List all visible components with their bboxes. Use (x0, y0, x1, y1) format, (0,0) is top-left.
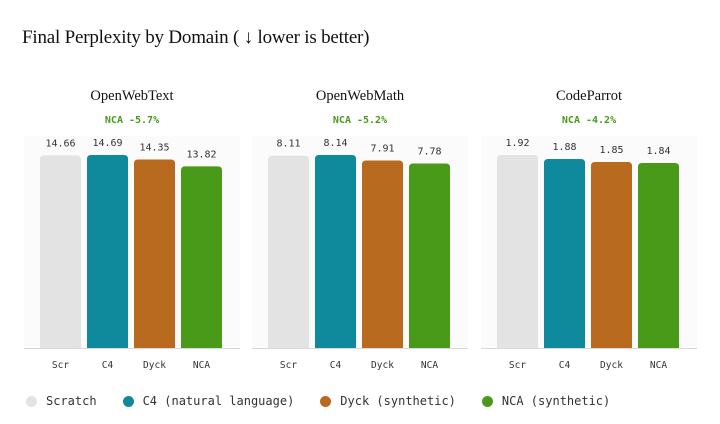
panel-title: CodeParrot (556, 88, 622, 104)
panel-title: OpenWebMath (316, 88, 405, 104)
tick-label: C4 (102, 360, 114, 371)
legend-label: Scratch (46, 394, 97, 408)
legend-swatch (26, 395, 37, 407)
bar-nca (181, 166, 222, 348)
panel-codeparrot: CodeParrot NCA -4.2% 1.92 Scr 1.88 C4 1.85 Dyck… (481, 88, 697, 371)
value-label: 1.85 (599, 145, 623, 156)
legend-label: C4 (natural language) (142, 394, 295, 408)
tick-label: NCA (193, 360, 210, 371)
legend-label: Dyck (synthetic) (340, 394, 456, 408)
value-label: 8.14 (323, 138, 347, 149)
tick-label: C4 (559, 360, 571, 371)
bar-scratch (497, 155, 538, 348)
value-label: 14.69 (92, 138, 122, 149)
tick-label: Dyck (371, 360, 394, 371)
tick-label: Dyck (143, 360, 166, 371)
value-label: 14.66 (45, 138, 75, 149)
value-label: 7.78 (417, 147, 441, 158)
value-label: 8.11 (276, 139, 300, 150)
bar-charts: OpenWebText NCA -5.7% 14.66 Scr 14.69 C4 14.35… (24, 88, 697, 371)
chart-title: Final Perplexity by Domain ( ↓ lower is … (22, 27, 370, 48)
value-label: 1.88 (552, 142, 576, 153)
value-label: 1.92 (505, 138, 529, 149)
legend-swatch (122, 395, 134, 407)
tick-label: Scr (280, 360, 297, 371)
tick-label: C4 (330, 360, 342, 371)
bar-scratch (40, 155, 81, 348)
tick-label: NCA (650, 360, 667, 371)
legend-swatch (481, 395, 493, 407)
legend-swatch (320, 395, 332, 407)
legend-item-c4: C4 (natural language) (122, 394, 295, 408)
bar-dyck (591, 162, 632, 348)
legend-item-nca: NCA (synthetic) (481, 394, 611, 408)
bar-c4 (315, 155, 356, 348)
nca-delta-annotation: NCA -5.7% (105, 115, 159, 126)
tick-label: Dyck (600, 360, 623, 371)
legend-item-dyck: Dyck (synthetic) (320, 394, 456, 408)
value-label: 7.91 (370, 143, 394, 154)
nca-delta-annotation: NCA -5.2% (333, 115, 387, 126)
tick-label: Scr (509, 360, 526, 371)
bar-c4 (87, 155, 128, 348)
tick-label: Scr (52, 360, 69, 371)
bar-nca (409, 163, 450, 348)
bar-nca (638, 163, 679, 348)
tick-label: NCA (421, 360, 438, 371)
bar-scratch (268, 155, 309, 348)
bar-dyck (134, 159, 175, 348)
value-label: 1.84 (646, 146, 670, 157)
nca-delta-annotation: NCA -4.2% (562, 115, 616, 126)
value-label: 13.82 (186, 149, 216, 160)
panel-title: OpenWebText (90, 88, 173, 104)
legend: Scratch C4 (natural language) Dyck (synthe… (26, 394, 636, 408)
value-label: 14.35 (139, 142, 169, 153)
bar-dyck (362, 160, 403, 348)
panel-openwebtext: OpenWebText NCA -5.7% 14.66 Scr 14.69 C4 14.35… (24, 88, 240, 371)
legend-item-scratch: Scratch (26, 394, 97, 408)
legend-label: NCA (synthetic) (501, 394, 611, 408)
panel-openwebmath: OpenWebMath NCA -5.2% 8.11 Scr 8.14 C4 7.91 Dyc… (252, 88, 468, 371)
bar-c4 (544, 159, 585, 348)
